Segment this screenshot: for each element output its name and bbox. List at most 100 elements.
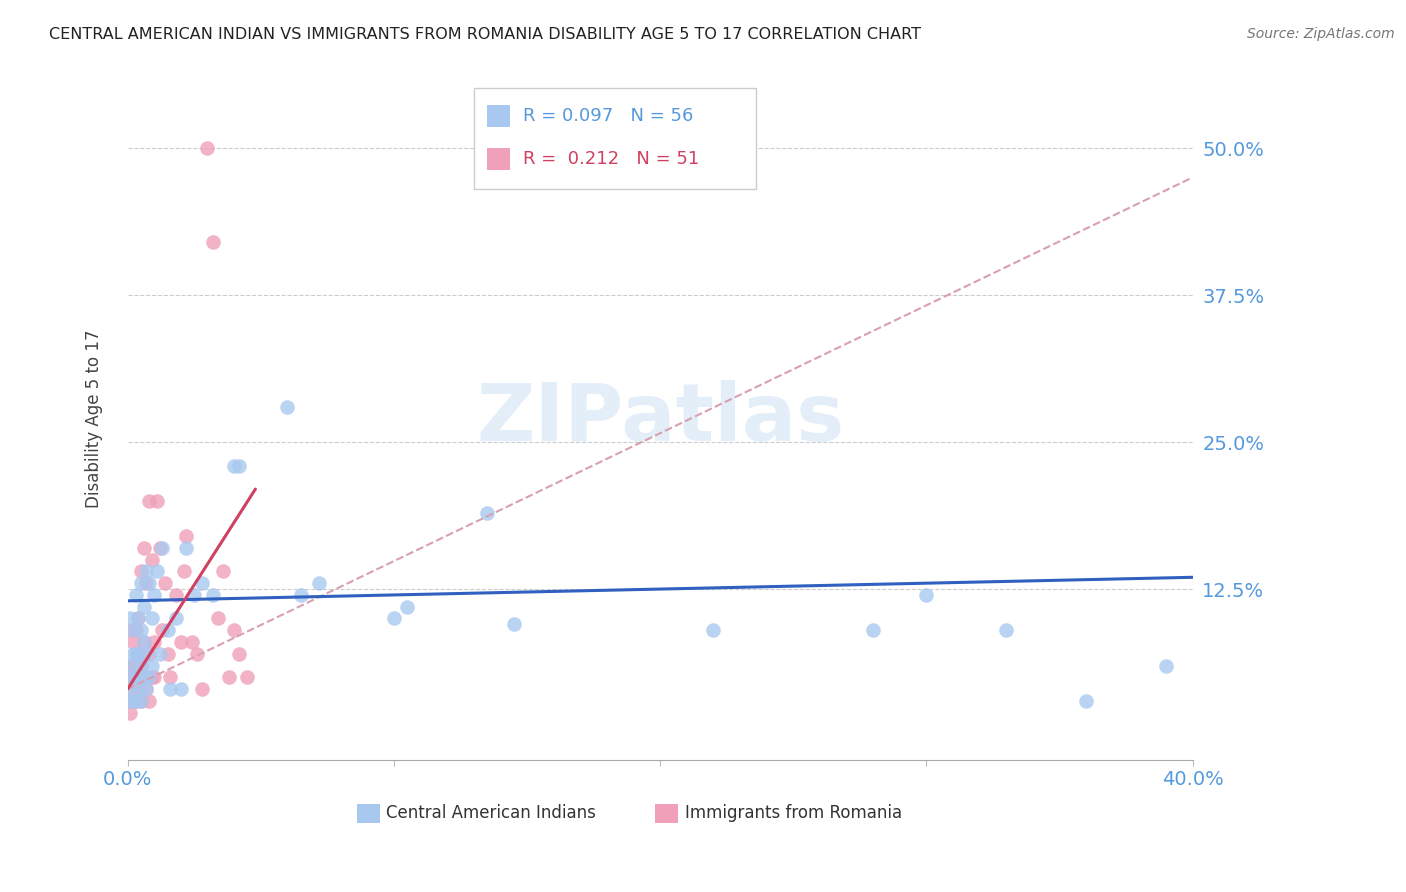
- Point: [117, 694, 139, 708]
- Point: [702, 624, 724, 638]
- Point: [132, 541, 155, 555]
- Point: [170, 681, 193, 696]
- Point: [127, 681, 149, 696]
- Point: [150, 541, 173, 555]
- Bar: [655, 804, 678, 823]
- Point: [127, 611, 149, 625]
- Point: [174, 541, 197, 555]
- Point: [127, 611, 149, 625]
- Point: [150, 624, 173, 638]
- Point: [995, 624, 1018, 638]
- Point: [120, 694, 142, 708]
- Point: [174, 529, 197, 543]
- Text: Immigrants from Romania: Immigrants from Romania: [685, 805, 901, 822]
- Point: [132, 599, 155, 614]
- Point: [382, 611, 405, 625]
- Point: [124, 670, 146, 684]
- Y-axis label: Disability Age 5 to 17: Disability Age 5 to 17: [86, 329, 103, 508]
- Point: [191, 576, 214, 591]
- Text: Source: ZipAtlas.com: Source: ZipAtlas.com: [1247, 27, 1395, 41]
- Point: [236, 670, 259, 684]
- Point: [502, 617, 524, 632]
- Point: [201, 588, 224, 602]
- FancyBboxPatch shape: [474, 87, 756, 188]
- Point: [138, 493, 160, 508]
- Point: [197, 141, 219, 155]
- Point: [124, 694, 146, 708]
- Point: [120, 658, 142, 673]
- Point: [120, 681, 142, 696]
- Point: [135, 681, 157, 696]
- Point: [138, 670, 160, 684]
- Text: R =  0.212   N = 51: R = 0.212 N = 51: [523, 150, 699, 169]
- Point: [117, 681, 139, 696]
- Point: [129, 658, 152, 673]
- Point: [129, 694, 152, 708]
- Point: [862, 624, 884, 638]
- Point: [129, 694, 152, 708]
- Point: [138, 647, 160, 661]
- Point: [141, 611, 163, 625]
- Point: [129, 658, 152, 673]
- Point: [132, 670, 155, 684]
- Point: [915, 588, 938, 602]
- Point: [124, 624, 146, 638]
- Point: [122, 694, 145, 708]
- Point: [120, 624, 142, 638]
- Point: [212, 565, 235, 579]
- Point: [132, 635, 155, 649]
- Point: [396, 599, 419, 614]
- Point: [1154, 658, 1177, 673]
- Point: [173, 565, 195, 579]
- Point: [475, 506, 498, 520]
- Point: [191, 681, 214, 696]
- Point: [228, 647, 250, 661]
- Point: [124, 658, 146, 673]
- Point: [135, 565, 157, 579]
- Point: [129, 576, 152, 591]
- Text: R = 0.097   N = 56: R = 0.097 N = 56: [523, 107, 693, 125]
- Point: [159, 681, 181, 696]
- Text: CENTRAL AMERICAN INDIAN VS IMMIGRANTS FROM ROMANIA DISABILITY AGE 5 TO 17 CORREL: CENTRAL AMERICAN INDIAN VS IMMIGRANTS FR…: [49, 27, 921, 42]
- Point: [122, 670, 145, 684]
- Point: [156, 624, 179, 638]
- Point: [146, 565, 169, 579]
- Point: [135, 576, 157, 591]
- Point: [201, 235, 224, 249]
- Point: [228, 458, 250, 473]
- Point: [122, 670, 145, 684]
- Point: [165, 611, 187, 625]
- Point: [124, 588, 146, 602]
- Point: [146, 493, 169, 508]
- Point: [276, 400, 298, 414]
- Point: [143, 588, 166, 602]
- Point: [143, 635, 166, 649]
- Point: [186, 647, 208, 661]
- Point: [120, 706, 142, 720]
- Point: [156, 647, 179, 661]
- Point: [124, 647, 146, 661]
- Point: [1074, 694, 1097, 708]
- Point: [138, 694, 160, 708]
- Point: [141, 670, 163, 684]
- Point: [135, 681, 157, 696]
- Bar: [357, 804, 380, 823]
- Point: [143, 670, 166, 684]
- Point: [127, 681, 149, 696]
- Point: [127, 647, 149, 661]
- Point: [165, 588, 187, 602]
- Point: [180, 635, 202, 649]
- Text: ZIPatlas: ZIPatlas: [477, 379, 844, 458]
- Point: [132, 670, 155, 684]
- Point: [135, 647, 157, 661]
- Text: Central American Indians: Central American Indians: [387, 805, 596, 822]
- Point: [138, 576, 160, 591]
- Point: [224, 624, 246, 638]
- Point: [141, 658, 163, 673]
- Point: [132, 635, 155, 649]
- Point: [122, 647, 145, 661]
- Point: [129, 624, 152, 638]
- Point: [122, 624, 145, 638]
- Point: [148, 541, 170, 555]
- Point: [122, 635, 145, 649]
